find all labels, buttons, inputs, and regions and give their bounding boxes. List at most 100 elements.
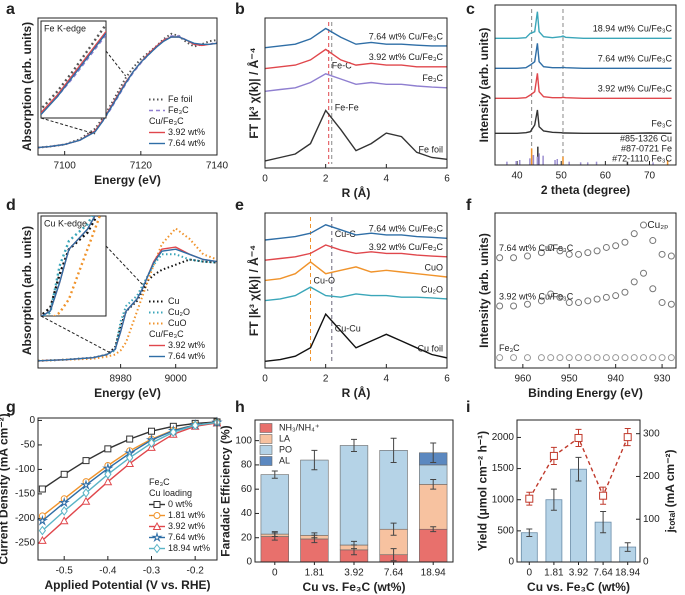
x-tick-label: 940 — [607, 374, 624, 385]
panel: b 0 2 4 6 R (Å) FT |k³ χ(k)| / Å⁻⁴ Fe-C Fe-Fe 7.6… — [235, 1, 450, 200]
marker — [510, 302, 518, 310]
plot-frame — [264, 212, 448, 369]
error-bar — [311, 449, 318, 471]
marker — [81, 496, 91, 505]
series-label: 7.64 wt% Cu/Fe₃C — [369, 31, 444, 41]
marker — [649, 285, 657, 293]
panel: g -0.5 -0.4 -0.3 -0.2 -250 -200 -150 -100 -50 0 App… — [0, 399, 223, 592]
y-tick-label: 20 — [241, 532, 253, 543]
x-tick-label: 7100 — [54, 161, 77, 172]
reference-name: #72-1110 Fe₃C — [612, 153, 672, 163]
marker — [593, 295, 601, 303]
reference-label: Fe-C — [332, 60, 353, 70]
x-axis-label: Applied Potential (V vs. RHE) — [44, 578, 210, 592]
x-tick-label: 7.64 — [593, 568, 613, 579]
panel: f 960 950 940 930 Binding Energy (eV) Intensit… — [466, 197, 677, 400]
panel-label: i — [466, 399, 470, 416]
marker — [640, 269, 648, 277]
x-tick-label: 18.94 — [421, 568, 446, 579]
y-tick-label: 60 — [241, 484, 253, 495]
legend-label: AL — [279, 455, 290, 465]
marker — [59, 516, 69, 525]
y-tick-label: 2000 — [492, 432, 515, 443]
x-tick-label: 8980 — [109, 374, 132, 385]
error-bar — [624, 542, 631, 552]
marker — [151, 531, 163, 543]
x-tick-label: 0 — [527, 568, 533, 579]
series-line — [38, 36, 217, 149]
marker — [104, 469, 112, 480]
error-bar — [600, 511, 607, 534]
y-axis-label: Yield (μmol cm⁻² h⁻¹) — [475, 431, 489, 551]
x-tick-label: 6 — [444, 174, 450, 185]
marker — [574, 433, 583, 442]
x-tick-label: -0.4 — [99, 566, 117, 577]
marker — [525, 494, 534, 503]
marker — [147, 438, 156, 448]
x-tick-label: 4 — [384, 174, 390, 185]
x-axis-label: 2 theta (degree) — [541, 183, 630, 197]
y-tick-label: 40 — [241, 508, 253, 519]
marker — [575, 250, 583, 258]
error-bar — [430, 478, 437, 490]
panel: e 0 2 4 6 R (Å) FT |k³ χ(k)| / Å⁻⁴ Cu-C Cu-O Cu-C… — [235, 197, 450, 400]
x-tick-label: -0.5 — [56, 566, 74, 577]
series-label: Fe₃C — [422, 73, 443, 83]
marker — [60, 470, 68, 478]
legend-label: 3.92 wt% — [168, 340, 205, 350]
marker — [640, 221, 648, 229]
x-tick-label: 930 — [654, 374, 671, 385]
series-label: 3.92 wt% Cu/Fe₃C — [499, 291, 574, 301]
x-tick-label: 70 — [644, 171, 656, 182]
legend-label: 7.64 wt% — [168, 532, 205, 542]
series-line — [38, 227, 217, 362]
x-tick-label: 3.92 — [569, 568, 589, 579]
legend-title: Cu/Fe₃C — [149, 329, 184, 339]
x-tick-label: 0 — [262, 374, 268, 385]
y-tick-label: 100 — [235, 435, 252, 446]
plot-frame — [254, 419, 454, 563]
series-line — [265, 48, 447, 70]
marker — [658, 299, 666, 307]
legend-label: 7.64 wt% — [168, 138, 205, 148]
y-tick-label: -250 — [15, 538, 35, 549]
x-tick-label: 7140 — [206, 161, 229, 172]
bar-segment — [260, 474, 289, 535]
x-axis-label: Cu vs. Fe₃C (wt%) — [527, 580, 630, 594]
x-axis-label: R (Å) — [342, 385, 371, 400]
marker — [621, 354, 629, 362]
marker — [584, 354, 592, 362]
marker — [510, 254, 518, 262]
marker — [599, 491, 608, 500]
bar-segment — [339, 445, 369, 546]
bar-segment — [419, 528, 448, 563]
x-axis-label: R (Å) — [342, 185, 371, 200]
inset-line — [41, 216, 94, 316]
inset-line — [41, 216, 99, 316]
marker — [575, 299, 583, 307]
marker — [593, 354, 601, 362]
error-bar — [430, 526, 437, 533]
marker — [556, 247, 564, 255]
marker — [36, 514, 49, 526]
y2-tick-label: 200 — [643, 471, 660, 482]
bar-segment — [300, 459, 329, 536]
y2-axis-label: jₜₒₜₐₗ (mA cm⁻²) — [663, 449, 677, 533]
series-line — [38, 248, 217, 362]
series-line — [265, 244, 447, 261]
marker — [104, 445, 112, 453]
series-line — [38, 32, 217, 149]
error-bar — [311, 532, 318, 539]
marker — [537, 354, 545, 362]
legend-title: Cu loading — [149, 488, 192, 498]
legend-label: Fe₃C — [168, 105, 189, 115]
series-label: 7.64 wt% Cu/Fe₃C — [499, 243, 574, 253]
y-axis-label: Intensity (arb. units) — [477, 233, 491, 348]
marker — [58, 496, 70, 508]
marker — [38, 525, 47, 536]
series-line — [265, 73, 447, 92]
plot-frame — [516, 419, 641, 563]
error-bar — [526, 528, 533, 537]
y-axis-label: FT |k³ χ(k)| / Å⁻⁴ — [246, 245, 261, 336]
